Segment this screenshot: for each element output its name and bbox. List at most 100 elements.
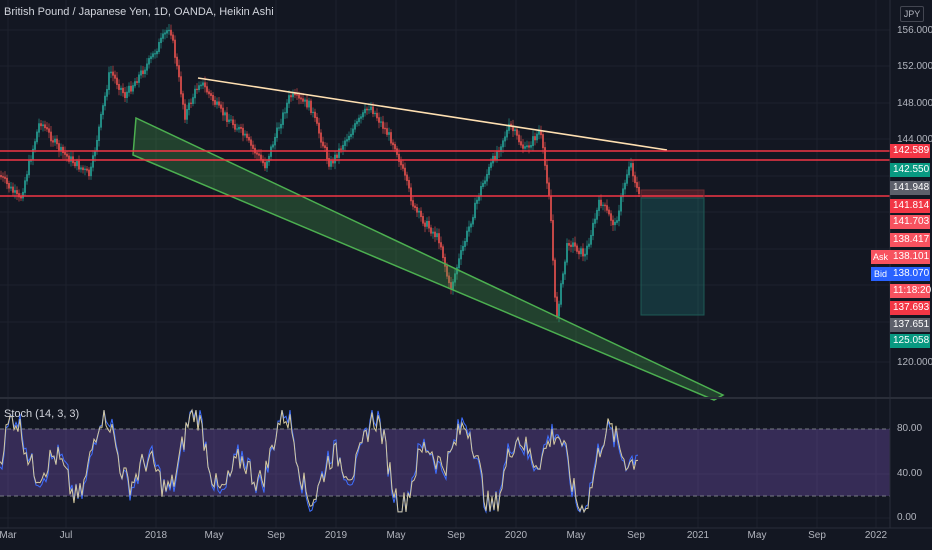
- candle-body: [276, 127, 278, 138]
- candle-body: [564, 261, 566, 275]
- candle-body: [394, 144, 396, 150]
- candle-body: [122, 87, 124, 94]
- candle-body: [84, 168, 86, 171]
- candle-body: [550, 195, 552, 222]
- candle-body: [260, 154, 262, 161]
- candle-body: [100, 113, 102, 128]
- candle-body: [342, 144, 344, 150]
- candle-body: [216, 101, 218, 105]
- candle-body: [568, 243, 570, 246]
- short-position-target-zone[interactable]: [640, 197, 705, 316]
- time-tick: 2021: [686, 530, 710, 541]
- countdown-tag: 11:18:20: [890, 284, 931, 298]
- candle-body: [156, 50, 158, 55]
- candle-body: [288, 95, 290, 104]
- candle-body: [534, 136, 536, 141]
- candle-body: [36, 131, 38, 143]
- candle-body: [470, 223, 472, 228]
- stoch-indicator-label[interactable]: Stoch (14, 3, 3): [4, 408, 80, 420]
- price-tag: 141.948: [890, 181, 930, 195]
- candle-body: [74, 162, 76, 167]
- price-tag: 137.693: [890, 301, 930, 315]
- candle-body: [462, 245, 464, 252]
- candle-body: [282, 112, 284, 125]
- candle-body: [522, 144, 524, 149]
- candle-body: [88, 169, 90, 177]
- candle-body: [136, 81, 138, 83]
- candle-body: [286, 102, 288, 114]
- candle-body: [400, 160, 402, 166]
- candle-body: [228, 119, 230, 122]
- candle-body: [66, 153, 68, 157]
- candle-body: [450, 282, 452, 290]
- candle-body: [128, 85, 130, 93]
- candle-body: [134, 81, 136, 87]
- candle-body: [186, 109, 188, 120]
- candle-body: [440, 242, 442, 248]
- resistance-trendline[interactable]: [197, 77, 668, 151]
- ask-label: Ask: [871, 250, 890, 264]
- candle-body: [608, 209, 610, 215]
- candle-body: [548, 182, 550, 197]
- candle-body: [514, 129, 516, 132]
- candle-body: [432, 231, 434, 234]
- candle-body: [238, 126, 240, 130]
- time-tick: 2020: [504, 530, 528, 541]
- short-position-risk-zone[interactable]: [640, 189, 705, 199]
- candle-body: [264, 162, 266, 169]
- candle-body: [22, 191, 24, 199]
- candle-body: [118, 83, 120, 90]
- currency-badge[interactable]: JPY: [900, 6, 924, 22]
- candle-body: [360, 116, 362, 119]
- candle-body: [558, 303, 560, 317]
- candle-body: [148, 58, 150, 65]
- candle-body: [28, 160, 30, 176]
- candle-body: [512, 125, 514, 132]
- candle-body: [178, 65, 180, 78]
- candle-body: [364, 108, 366, 114]
- candle-body: [162, 33, 164, 39]
- candle-body: [542, 134, 544, 149]
- candle-body: [144, 69, 146, 75]
- stoch-band: [0, 429, 890, 496]
- candle-body: [110, 71, 112, 74]
- chart-title[interactable]: British Pound / Japanese Yen, 1D, OANDA,…: [4, 6, 274, 18]
- descending-channel[interactable]: [132, 116, 725, 401]
- price-tag: 142.550: [890, 163, 930, 177]
- candle-body: [428, 220, 430, 229]
- candle-body: [298, 94, 300, 99]
- candle-body: [172, 34, 174, 41]
- candle-body: [230, 119, 232, 121]
- candle-body: [146, 63, 148, 71]
- candle-body: [24, 180, 26, 193]
- candle-body: [182, 93, 184, 105]
- candle-body: [406, 174, 408, 182]
- candle-body: [236, 128, 238, 130]
- candle-body: [602, 204, 604, 206]
- candle-body: [500, 146, 502, 152]
- time-tick: May: [566, 530, 586, 541]
- bid-price-tag: 138.070: [890, 267, 930, 281]
- candle-body: [536, 133, 538, 141]
- candle-body: [26, 174, 28, 182]
- candle-body: [614, 221, 616, 226]
- candle-body: [14, 190, 16, 193]
- candle-body: [214, 100, 216, 105]
- candle-body: [106, 88, 108, 97]
- candle-body: [142, 70, 144, 75]
- candle-body: [202, 82, 204, 86]
- candle-body: [168, 29, 170, 32]
- candle-body: [38, 123, 40, 133]
- candle-body: [430, 227, 432, 234]
- candle-body: [600, 199, 602, 206]
- candle-body: [4, 176, 6, 179]
- candle-body: [98, 126, 100, 141]
- candle-body: [460, 250, 462, 260]
- candle-body: [344, 140, 346, 146]
- candle-body: [638, 186, 640, 195]
- stoch-tick: 40.00: [897, 468, 923, 479]
- candle-body: [120, 87, 122, 90]
- candle-body: [524, 146, 526, 149]
- candle-body: [104, 95, 106, 107]
